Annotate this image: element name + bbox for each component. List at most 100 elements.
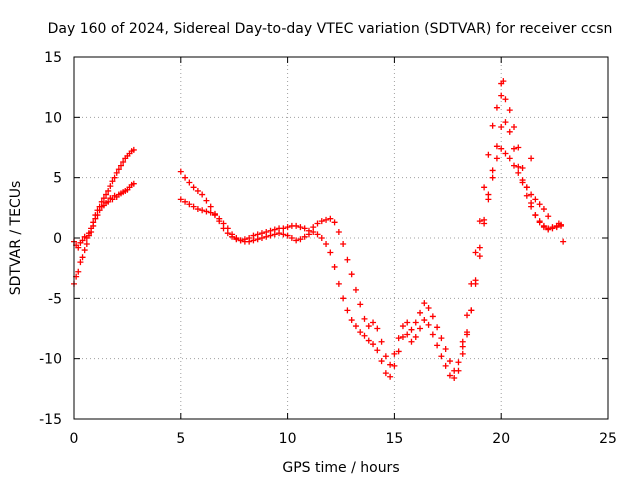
data-points (71, 78, 567, 381)
data-point (391, 350, 398, 357)
series-segment-2c (459, 145, 552, 350)
data-point (502, 119, 509, 126)
data-point (344, 307, 351, 314)
data-point (335, 228, 342, 235)
data-point (545, 225, 552, 232)
y-tick-label: 15 (44, 50, 62, 66)
data-point (519, 177, 526, 184)
data-point (109, 178, 116, 185)
data-point (417, 309, 424, 316)
data-point (378, 338, 385, 345)
data-point (177, 196, 184, 203)
data-point (382, 353, 389, 360)
data-point (314, 220, 321, 227)
data-point (94, 207, 101, 214)
data-point (451, 374, 458, 381)
data-point (489, 122, 496, 129)
data-point (75, 268, 82, 275)
data-point (438, 335, 445, 342)
data-point (199, 207, 206, 214)
data-point (434, 324, 441, 331)
data-point (92, 212, 99, 219)
data-point (88, 225, 95, 232)
data-point (528, 155, 535, 162)
data-point (305, 231, 312, 238)
data-point (352, 323, 359, 330)
data-point (523, 184, 530, 191)
data-point (284, 224, 291, 231)
data-point (335, 280, 342, 287)
data-point (425, 321, 432, 328)
data-point (502, 150, 509, 157)
data-point (442, 346, 449, 353)
data-point (280, 225, 287, 232)
y-axis-label: SDTVAR / TECUs (8, 181, 24, 296)
data-point (464, 329, 471, 336)
series-outliers (498, 78, 567, 245)
data-point (348, 271, 355, 278)
data-point (331, 263, 338, 270)
data-point (186, 179, 193, 186)
x-tick-label: 0 (70, 431, 79, 447)
data-point (476, 253, 483, 260)
data-point (90, 219, 97, 226)
data-point (85, 230, 92, 237)
data-point (331, 219, 338, 226)
data-point (417, 325, 424, 332)
data-point (103, 191, 110, 198)
data-point (207, 203, 214, 210)
data-point (233, 235, 240, 241)
data-point (280, 231, 287, 238)
data-point (459, 350, 466, 357)
data-point (511, 162, 518, 169)
data-point (395, 348, 402, 355)
data-point (203, 197, 210, 204)
tick-labels: 0 5 10 15 20 25 -15 -10 -5 0 5 10 15 (39, 50, 617, 447)
data-point (182, 198, 189, 205)
data-point (408, 326, 415, 333)
data-point (263, 233, 270, 240)
data-point (476, 218, 483, 225)
data-point (130, 180, 137, 187)
x-tick-label: 25 (599, 431, 617, 447)
plot-frame (73, 56, 609, 420)
data-point (446, 372, 453, 379)
data-point (79, 237, 86, 244)
data-point (211, 212, 218, 219)
data-point (545, 213, 552, 220)
data-point (186, 201, 193, 208)
data-point (421, 317, 428, 324)
data-point (293, 222, 300, 229)
data-point (310, 228, 317, 235)
data-point (515, 144, 522, 151)
chart-title: Day 160 of 2024, Sidereal Day-to-day VTE… (48, 21, 613, 37)
data-point (485, 151, 492, 158)
data-point (182, 174, 189, 181)
data-point (412, 319, 419, 326)
data-point (365, 323, 372, 330)
data-point (327, 215, 334, 222)
data-point (374, 347, 381, 354)
data-point (498, 145, 505, 152)
data-point (387, 373, 394, 380)
data-point (344, 256, 351, 263)
data-point (361, 315, 368, 322)
data-point (318, 218, 325, 225)
data-point (511, 123, 518, 130)
data-point (493, 155, 500, 162)
data-point (254, 236, 261, 243)
data-point (340, 295, 347, 302)
data-point (288, 235, 295, 241)
data-point (83, 241, 90, 248)
data-point (481, 184, 488, 191)
data-point (229, 231, 236, 238)
data-point (177, 168, 184, 175)
data-point (190, 203, 197, 210)
data-point (323, 216, 330, 223)
data-point (284, 232, 291, 239)
data-point (370, 319, 377, 326)
data-point (77, 259, 84, 266)
data-point (105, 198, 112, 205)
data-point (523, 192, 530, 199)
